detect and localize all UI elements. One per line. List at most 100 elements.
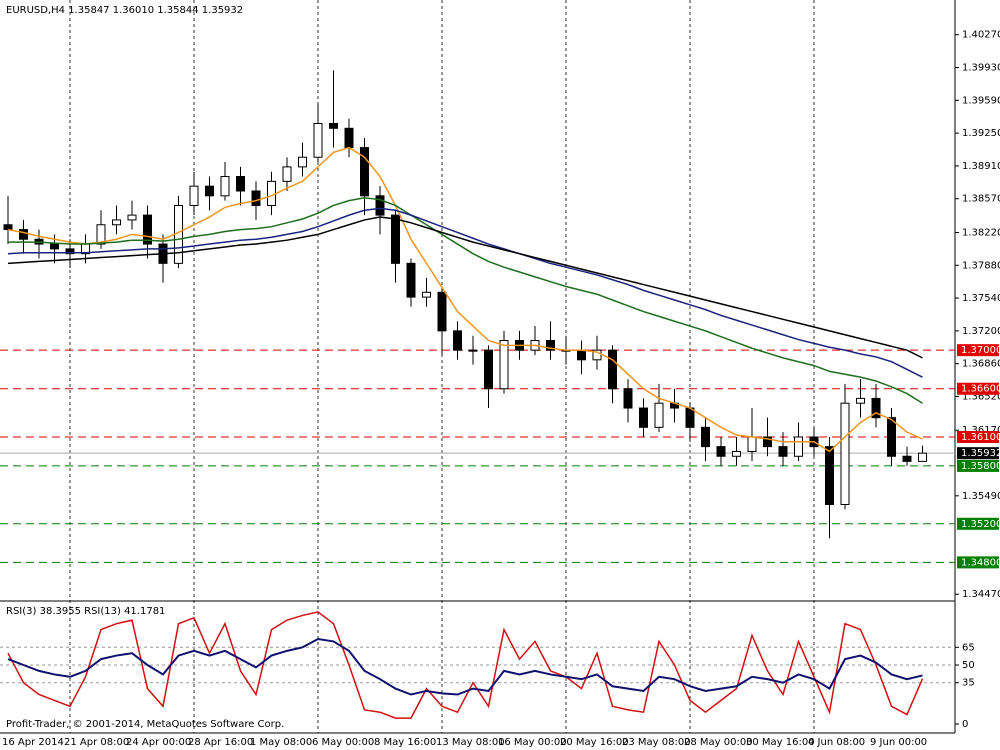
x-tick-label: 28 May 00:00 bbox=[684, 737, 753, 748]
candle-body bbox=[453, 330, 462, 351]
candle-body bbox=[747, 436, 757, 452]
candle-body bbox=[840, 402, 850, 506]
candle-body bbox=[918, 452, 927, 462]
series-line bbox=[8, 196, 923, 404]
level-label: 1.36600 bbox=[961, 384, 1000, 395]
candle-body bbox=[127, 214, 137, 221]
candle-body bbox=[3, 224, 13, 231]
y-tick-label: 1.36520 bbox=[962, 391, 1000, 402]
candle-body bbox=[468, 349, 478, 352]
rsi-tick-label: 0 bbox=[962, 719, 968, 730]
candle-body bbox=[608, 349, 617, 390]
y-tick-label: 1.36860 bbox=[962, 359, 1000, 370]
chart-title: EURUSD,H4 1.35847 1.36010 1.35844 1.3593… bbox=[6, 5, 243, 16]
candle-body bbox=[189, 185, 199, 206]
y-tick-label: 1.37540 bbox=[962, 293, 1000, 304]
level-label: 1.36100 bbox=[961, 432, 1000, 443]
candle-body bbox=[267, 180, 276, 206]
x-tick-label: 23 May 08:00 bbox=[622, 737, 691, 748]
candle-body bbox=[701, 426, 710, 448]
y-tick-label: 1.34470 bbox=[962, 589, 1000, 600]
y-tick-label: 1.39250 bbox=[962, 128, 1000, 139]
x-tick-label: 8 May 16:00 bbox=[374, 737, 436, 748]
candle-body bbox=[282, 166, 292, 182]
y-tick-label: 1.35490 bbox=[962, 491, 1000, 502]
level-label: 1.35200 bbox=[961, 519, 1000, 530]
candle-body bbox=[732, 450, 741, 457]
rsi-tick-label: 65 bbox=[962, 642, 975, 653]
y-tick-label: 1.39930 bbox=[962, 63, 1000, 74]
x-tick-label: 9 Jun 00:00 bbox=[870, 737, 927, 748]
candle-body bbox=[220, 176, 230, 197]
series-line bbox=[7, 216, 923, 359]
level-label-box bbox=[957, 459, 999, 472]
candle-body bbox=[406, 262, 416, 298]
candle-body bbox=[592, 349, 602, 361]
candle-body bbox=[65, 248, 75, 255]
candle-body bbox=[778, 446, 788, 457]
y-tick-label: 1.38910 bbox=[962, 161, 1000, 172]
level-label-box bbox=[957, 517, 999, 530]
level-label-box bbox=[957, 430, 999, 443]
candle-body bbox=[112, 219, 121, 226]
y-tick-label: 1.40270 bbox=[962, 30, 1000, 41]
candle-body bbox=[313, 122, 323, 158]
x-tick-label: 16 Apr 2014 bbox=[2, 737, 64, 748]
footer: Profit-Trader, © 2001-2014, MetaQuotes S… bbox=[6, 719, 284, 730]
candle-body bbox=[654, 402, 664, 428]
level-label: 1.35800 bbox=[961, 461, 1000, 472]
candle-body bbox=[329, 122, 338, 129]
candle-body bbox=[391, 214, 400, 264]
candle-body bbox=[623, 388, 633, 409]
level-label: 1.34800 bbox=[961, 557, 1000, 568]
y-tick-label: 1.38220 bbox=[962, 227, 1000, 238]
series-line bbox=[7, 146, 923, 453]
candle-body bbox=[794, 436, 803, 457]
candle-body bbox=[50, 243, 59, 250]
candle-body bbox=[902, 455, 912, 462]
candle-body bbox=[375, 195, 385, 216]
y-tick-label: 1.37200 bbox=[962, 326, 1000, 337]
candle-body bbox=[422, 291, 431, 298]
x-tick-label: 16 May 00:00 bbox=[498, 737, 567, 748]
candle-body bbox=[251, 190, 261, 206]
x-tick-label: 1 May 08:00 bbox=[250, 737, 312, 748]
x-tick-label: 21 Apr 08:00 bbox=[64, 737, 129, 748]
candle-body bbox=[639, 407, 648, 428]
candle-body bbox=[360, 147, 369, 197]
x-tick-label: 4 Jun 08:00 bbox=[808, 737, 865, 748]
candle-body bbox=[825, 446, 834, 506]
candle-body bbox=[856, 397, 865, 404]
candle-body bbox=[716, 446, 726, 457]
candle-body bbox=[298, 156, 307, 168]
x-tick-label: 6 May 00:00 bbox=[312, 737, 374, 748]
candle-body bbox=[236, 176, 245, 192]
candle-body bbox=[205, 185, 214, 197]
level-label: 1.37000 bbox=[961, 345, 1000, 356]
rsi-title: RSI(3) 38.3955 RSI(13) 41.1781 bbox=[6, 606, 165, 617]
level-label-box bbox=[957, 556, 999, 569]
candle-body bbox=[499, 340, 509, 390]
candle-body bbox=[685, 407, 695, 428]
candle-body bbox=[96, 224, 106, 245]
candle-body bbox=[143, 214, 152, 245]
current-price-label: 1.35932 bbox=[961, 448, 1000, 459]
x-tick-label: 30 May 16:00 bbox=[746, 737, 815, 748]
candle-body bbox=[763, 436, 772, 448]
candle-body bbox=[577, 349, 586, 361]
candle-body bbox=[546, 340, 555, 351]
level-label-box bbox=[957, 382, 999, 395]
candle-body bbox=[871, 397, 881, 419]
level-label-box bbox=[957, 344, 999, 357]
y-tick-label: 1.37880 bbox=[962, 260, 1000, 271]
candle-body bbox=[484, 349, 493, 390]
candle-body bbox=[344, 127, 354, 149]
x-tick-label: 28 Apr 16:00 bbox=[188, 737, 253, 748]
candle-body bbox=[437, 291, 447, 332]
y-tick-label: 1.39590 bbox=[962, 95, 1000, 106]
x-tick-label: 20 May 16:00 bbox=[560, 737, 629, 748]
series-line bbox=[7, 638, 923, 696]
current-price-box bbox=[957, 447, 999, 460]
candle-body bbox=[887, 417, 896, 457]
